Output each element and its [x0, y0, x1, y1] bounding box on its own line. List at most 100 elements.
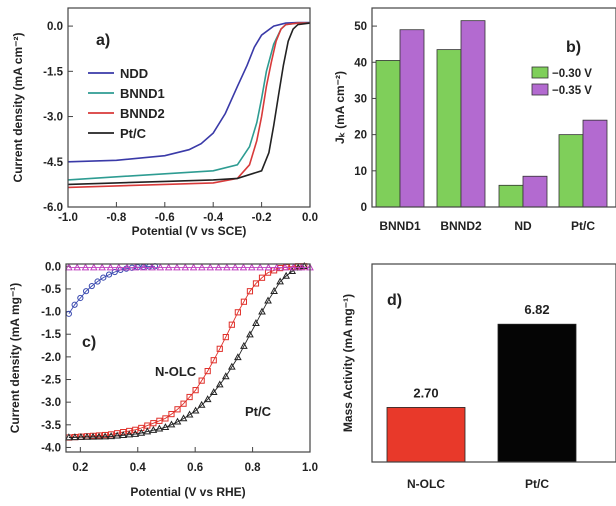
legend-swatch	[531, 83, 549, 96]
data-point-nolc	[162, 415, 169, 422]
y-axis-title: Current density (mA mg⁻¹)	[8, 283, 22, 434]
data-point-ptc	[191, 406, 200, 414]
y-axis-title: Mass Activity (mA mg⁻¹)	[341, 294, 355, 432]
data-point-unlabeled-3	[139, 263, 148, 271]
data-point-unlabeled-3	[231, 263, 240, 271]
panel-label: c)	[82, 334, 96, 351]
data-point-ptc	[131, 429, 140, 437]
data-point-nolc	[132, 426, 139, 433]
data-point-unlabeled-3	[98, 263, 106, 271]
data-point-nolc	[108, 431, 115, 438]
data-point-nolc	[156, 417, 163, 424]
data-point-ptc	[77, 433, 85, 440]
category-label: Pt/C	[571, 219, 595, 233]
data-point-unlabeled-3	[281, 263, 289, 271]
bar-nd-1	[522, 175, 548, 208]
y-axis-title: Jₖ (mA cm⁻²)	[333, 71, 347, 144]
data-point-nolc	[216, 345, 223, 352]
data-point-ptc	[264, 296, 272, 304]
data-point-nolc	[192, 387, 199, 394]
series-line-ndd	[67, 21, 310, 163]
y-tick-label: -1.0	[41, 307, 61, 319]
data-point-nolc	[246, 288, 254, 295]
data-point-nolc	[258, 274, 266, 281]
data-point-unlabeled-2	[82, 288, 90, 295]
data-point-unlabeled-3	[272, 263, 281, 271]
category-label: Pt/C	[525, 477, 549, 491]
data-point-ptc	[203, 395, 212, 403]
y-tick-label: -6.0	[43, 202, 63, 214]
data-point-unlabeled-2	[100, 274, 107, 281]
data-point-ptc	[95, 432, 103, 440]
data-point-ptc	[185, 410, 194, 418]
data-point-unlabeled-3	[114, 263, 123, 271]
data-point-ptc	[227, 362, 236, 370]
data-point-unlabeled-2	[105, 271, 113, 278]
annotation-ptc: Pt/C	[245, 404, 272, 419]
data-point-unlabeled-3	[239, 263, 248, 271]
bar-bnnd1-0	[375, 60, 401, 208]
data-point-nolc	[180, 400, 187, 407]
y-tick-label: -4.0	[41, 442, 61, 454]
plot-frame	[67, 7, 311, 208]
x-tick-label: -1.0	[58, 212, 78, 224]
data-point-ptc	[119, 431, 128, 438]
x-axis-title: Potential (V vs SCE)	[132, 224, 247, 238]
panel-label: d)	[387, 292, 402, 309]
x-tick-label: 0.4	[130, 462, 147, 474]
x-tick-label: -0.2	[252, 212, 272, 224]
y-tick-label: 40	[354, 57, 367, 69]
y-tick-label: -1.5	[41, 329, 61, 341]
series-line-unlabeled-2	[68, 265, 156, 315]
data-point-unlabeled-3	[297, 263, 306, 271]
data-point-nolc	[252, 280, 260, 287]
data-point-nolc	[210, 357, 217, 364]
data-point-ptc	[252, 319, 260, 326]
data-point-unlabeled-3	[106, 263, 115, 271]
data-point-unlabeled-3	[206, 263, 215, 271]
x-axis-title: Potential (V vs RHE)	[130, 485, 245, 499]
data-point-ptc	[282, 271, 291, 279]
bar-bnnd2-1	[460, 20, 486, 208]
data-point-ptc	[155, 424, 164, 432]
data-point-ptc	[209, 388, 218, 396]
annotation-n-olc: N-OLC	[155, 364, 197, 379]
series-line-bnnd2	[67, 22, 310, 189]
y-tick-label: 10	[354, 166, 367, 178]
y-tick-label: -3.0	[43, 112, 63, 124]
data-point-ptc	[173, 417, 182, 425]
y-tick-label: -4.5	[43, 157, 63, 169]
data-point-unlabeled-3	[247, 263, 256, 271]
bar-ptc-1	[582, 119, 608, 208]
series-line-ptc	[67, 22, 311, 186]
panel-label: a)	[96, 32, 110, 49]
data-point-unlabeled-3	[198, 263, 206, 271]
data-point-ptc	[240, 341, 248, 349]
legend-label: BNND2	[120, 106, 165, 121]
panel-d-bar-chart: 2.70 N-OLC 6.82 Pt/C d) Mass Activity (mA mg⁻…	[341, 263, 616, 491]
data-point-ptc	[161, 423, 170, 431]
x-tick-label: 0.8	[245, 462, 262, 474]
data-point-ptc	[125, 430, 134, 438]
data-point-nolc	[198, 377, 205, 384]
bar-ptc	[497, 323, 577, 463]
bar-bnnd1-1	[399, 29, 425, 208]
data-point-ptc	[65, 433, 73, 441]
data-point-unlabeled-3	[131, 263, 140, 271]
y-tick-label: -2.5	[41, 375, 61, 387]
data-point-ptc	[83, 432, 91, 440]
x-tick-label: 0.6	[187, 462, 203, 474]
plot-frame	[371, 263, 616, 463]
data-point-ptc	[270, 287, 278, 294]
category-label: BNND1	[379, 219, 421, 233]
y-axis-title: Current density (mA cm⁻²)	[11, 33, 25, 183]
data-point-unlabeled-2	[77, 294, 84, 302]
y-tick-label: 50	[354, 21, 367, 33]
data-point-ptc	[179, 414, 188, 422]
legend-label: −0.35 V	[552, 85, 592, 97]
category-label: ND	[514, 219, 532, 233]
x-tick-label: -0.8	[106, 212, 126, 224]
data-label: 6.82	[524, 302, 549, 317]
data-point-ptc	[107, 432, 115, 440]
data-point-unlabeled-3	[223, 263, 231, 271]
